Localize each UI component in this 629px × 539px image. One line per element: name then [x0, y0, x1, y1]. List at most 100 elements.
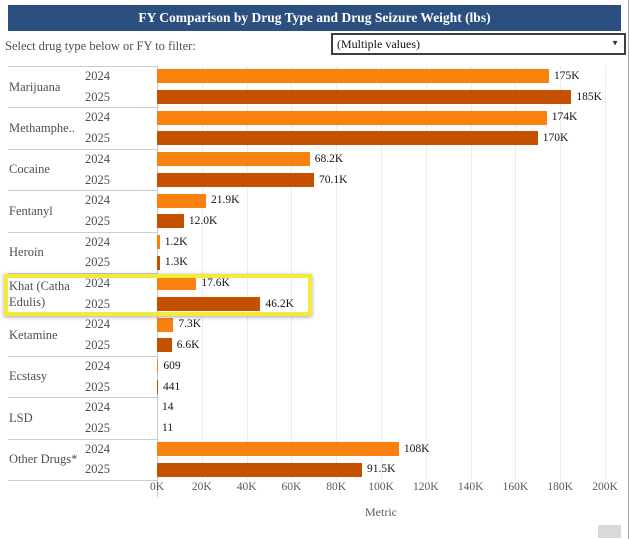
bar-2025[interactable] [157, 172, 315, 187]
x-axis-tick-label: 60K [281, 481, 302, 493]
year-label[interactable]: 2024 [85, 400, 110, 415]
row-separator [8, 438, 157, 440]
chevron-down-icon: ▼ [611, 38, 619, 48]
x-axis-tick-label: 180K [547, 481, 573, 493]
category-label-fentanyl[interactable]: Fentanyl [9, 203, 53, 218]
bar-2025[interactable] [157, 338, 172, 353]
year-label[interactable]: 2025 [85, 172, 110, 187]
value-label: 108K [403, 442, 430, 455]
year-label[interactable]: 2024 [85, 69, 110, 83]
year-label[interactable]: 2024 [85, 276, 110, 290]
gridline [560, 66, 562, 480]
bar-2024[interactable] [157, 152, 310, 167]
gridline [515, 66, 517, 480]
drug-type-filter-dropdown[interactable]: (Multiple values) ▼ [331, 33, 626, 55]
bar-2024[interactable] [157, 234, 160, 249]
year-label[interactable]: 2024 [85, 151, 110, 166]
gridline [336, 66, 338, 480]
year-label[interactable]: 2024 [85, 358, 110, 373]
gridline [201, 66, 203, 480]
filter-instruction-label: Select drug type below or FY to filter: [5, 39, 196, 53]
year-label[interactable]: 2025 [85, 462, 110, 477]
x-axis-tick-label: 20K [191, 481, 212, 493]
x-axis-tick-label: 0K [149, 481, 165, 493]
gridline [605, 66, 606, 480]
value-label: 12.0K [188, 214, 218, 227]
bar-2024[interactable] [157, 69, 549, 84]
row-separator [8, 480, 157, 481]
year-label[interactable]: 2024 [85, 317, 110, 332]
category-label-other-drugs[interactable]: Other Drugs* [9, 452, 78, 467]
value-label: 11 [162, 421, 174, 434]
year-label[interactable]: 2025 [85, 213, 110, 228]
row-separator [8, 148, 157, 150]
category-label-heroin[interactable]: Heroin [9, 245, 44, 260]
x-axis-tick-label: 160K [502, 481, 529, 493]
gridline [246, 66, 248, 480]
dropdown-selected-value: (Multiple values) [337, 37, 420, 51]
value-label: 174K [551, 111, 578, 124]
value-label: 609 [163, 359, 181, 372]
category-label-ketamine[interactable]: Ketamine [9, 328, 58, 343]
year-label[interactable]: 2024 [85, 234, 110, 249]
category-label-lsd[interactable]: LSD [9, 410, 33, 425]
bar-2025[interactable] [157, 297, 261, 312]
bar-2025[interactable] [157, 462, 362, 477]
year-label[interactable]: 2025 [85, 255, 110, 270]
value-label: 7.3K [178, 318, 202, 331]
bar-2025[interactable] [157, 131, 538, 146]
bar-2025[interactable] [157, 90, 572, 105]
bar-2025[interactable] [157, 379, 158, 394]
year-label[interactable]: 2024 [85, 441, 110, 456]
gridline [381, 66, 382, 480]
bar-2024[interactable] [157, 359, 159, 374]
x-axis-tick-label: 120K [413, 481, 439, 493]
category-label-cocaine[interactable]: Cocaine [9, 162, 50, 177]
year-label[interactable]: 2024 [85, 193, 110, 208]
bar-2025[interactable] [157, 255, 160, 270]
year-label[interactable]: 2025 [85, 420, 110, 435]
year-label[interactable]: 2025 [85, 296, 110, 311]
x-axis-tick-label: 140K [457, 481, 484, 493]
value-label: 170K [542, 132, 569, 145]
row-separator [8, 273, 157, 274]
year-label[interactable]: 2025 [85, 338, 110, 353]
category-label-methamphe[interactable]: Methamphe.. [9, 121, 75, 136]
scrollbar-corner [598, 525, 621, 538]
year-label[interactable]: 2025 [85, 131, 110, 146]
value-label: 14 [162, 401, 174, 414]
row-separator [8, 355, 157, 357]
year-label[interactable]: 2025 [85, 89, 110, 104]
bar-2024[interactable] [157, 317, 174, 332]
category-label-khat-catha-edulis[interactable]: Khat (Catha Edulis) [9, 278, 70, 309]
bar-2024[interactable] [157, 193, 207, 208]
value-label: 17.6K [201, 277, 230, 289]
highlight-box [4, 274, 312, 317]
bar-2025[interactable] [157, 214, 184, 229]
category-label-marijuana[interactable]: Marijuana [9, 79, 61, 94]
row-separator [8, 397, 157, 399]
value-label: 46.2K [265, 297, 294, 310]
gridline [291, 66, 293, 480]
value-label: 185K [576, 90, 602, 103]
row-separator [8, 231, 157, 233]
bar-2024[interactable] [157, 276, 197, 291]
value-label: 1.3K [164, 256, 188, 269]
row-separator [8, 190, 157, 192]
x-axis-tick-label: 100K [368, 481, 394, 493]
x-axis-tick-label: 200K [592, 481, 618, 493]
gridline [425, 66, 427, 480]
row-separator [8, 107, 157, 109]
bar-2024[interactable] [157, 441, 399, 456]
category-label-ecstasy[interactable]: Ecstasy [9, 369, 48, 384]
x-axis-tick-label: 40K [236, 481, 257, 493]
x-axis-tick-label: 80K [326, 481, 347, 493]
year-label[interactable]: 2025 [85, 379, 110, 394]
value-label: 70.1K [319, 173, 348, 186]
year-label[interactable]: 2024 [85, 110, 110, 125]
x-axis-title: Metric [365, 505, 397, 519]
value-label: 91.5K [366, 463, 396, 476]
bar-2024[interactable] [157, 110, 547, 125]
